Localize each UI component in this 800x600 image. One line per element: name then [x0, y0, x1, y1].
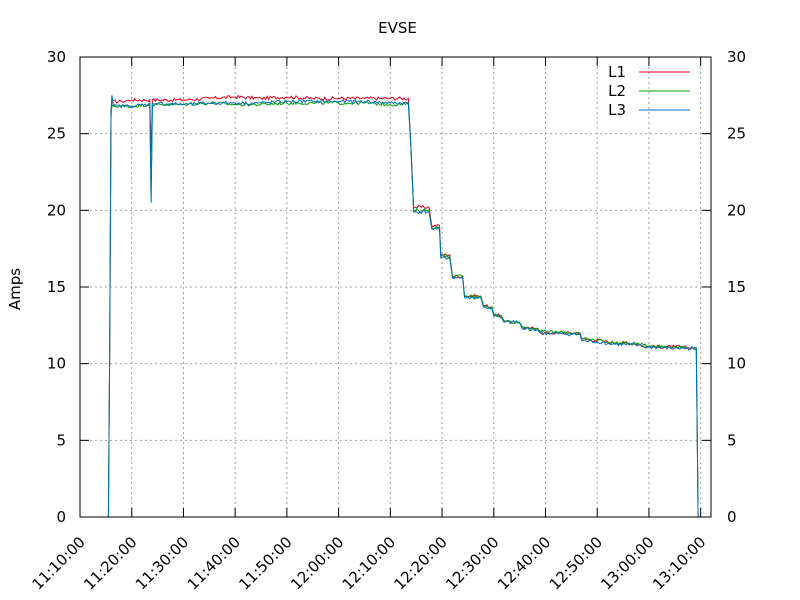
- y-tick-label-right: 25: [727, 125, 746, 143]
- y-tick-label-right: 10: [727, 355, 746, 373]
- y-tick-label-right: 15: [727, 278, 746, 296]
- legend-label-l3: L3: [608, 101, 626, 119]
- y-tick-label-left: 10: [47, 355, 66, 373]
- y-tick-label-left: 30: [47, 48, 66, 66]
- y-tick-label-left: 5: [56, 431, 66, 449]
- y-tick-label-right: 20: [727, 201, 746, 219]
- y-axis-title: Amps: [6, 268, 24, 310]
- x-tick-label: 12:20:00: [391, 533, 451, 593]
- x-tick-label: 11:40:00: [184, 533, 244, 593]
- x-tick-label: 11:30:00: [132, 533, 192, 593]
- y-tick-label-left: 0: [56, 508, 66, 526]
- y-tick-label-right: 5: [727, 431, 737, 449]
- y-tick-label-left: 25: [47, 125, 66, 143]
- y-tick-label-left: 20: [47, 201, 66, 219]
- tick-labels: 0 0 5 5 10 10 15 15 20 20 25 25 30 30 11:10:0011:20:00…: [28, 48, 746, 593]
- series-line-l1: [107, 94, 701, 518]
- series-lines: [107, 94, 701, 518]
- chart-title: EVSE: [378, 19, 417, 37]
- x-tick-label: 11:10:00: [28, 533, 88, 593]
- legend-label-l2: L2: [608, 82, 626, 100]
- grid-lines: [79, 57, 711, 517]
- x-tick-label: 12:10:00: [339, 533, 399, 593]
- x-tick-label: 12:40:00: [494, 533, 554, 593]
- axis-ticks: [79, 56, 711, 518]
- x-tick-label: 12:50:00: [546, 533, 606, 593]
- legend-label-l1: L1: [608, 63, 626, 81]
- y-tick-label-right: 30: [727, 48, 746, 66]
- x-tick-label: 13:00:00: [597, 533, 657, 593]
- series-line-l2: [107, 100, 701, 518]
- series-line-l3: [107, 95, 701, 518]
- y-tick-label-right: 0: [727, 508, 737, 526]
- y-tick-label-left: 15: [47, 278, 66, 296]
- x-tick-label: 11:20:00: [80, 533, 140, 593]
- x-tick-label: 12:00:00: [287, 533, 347, 593]
- x-tick-label: 12:30:00: [442, 533, 502, 593]
- x-tick-label: 11:50:00: [235, 533, 295, 593]
- x-tick-label: 13:10:00: [649, 533, 709, 593]
